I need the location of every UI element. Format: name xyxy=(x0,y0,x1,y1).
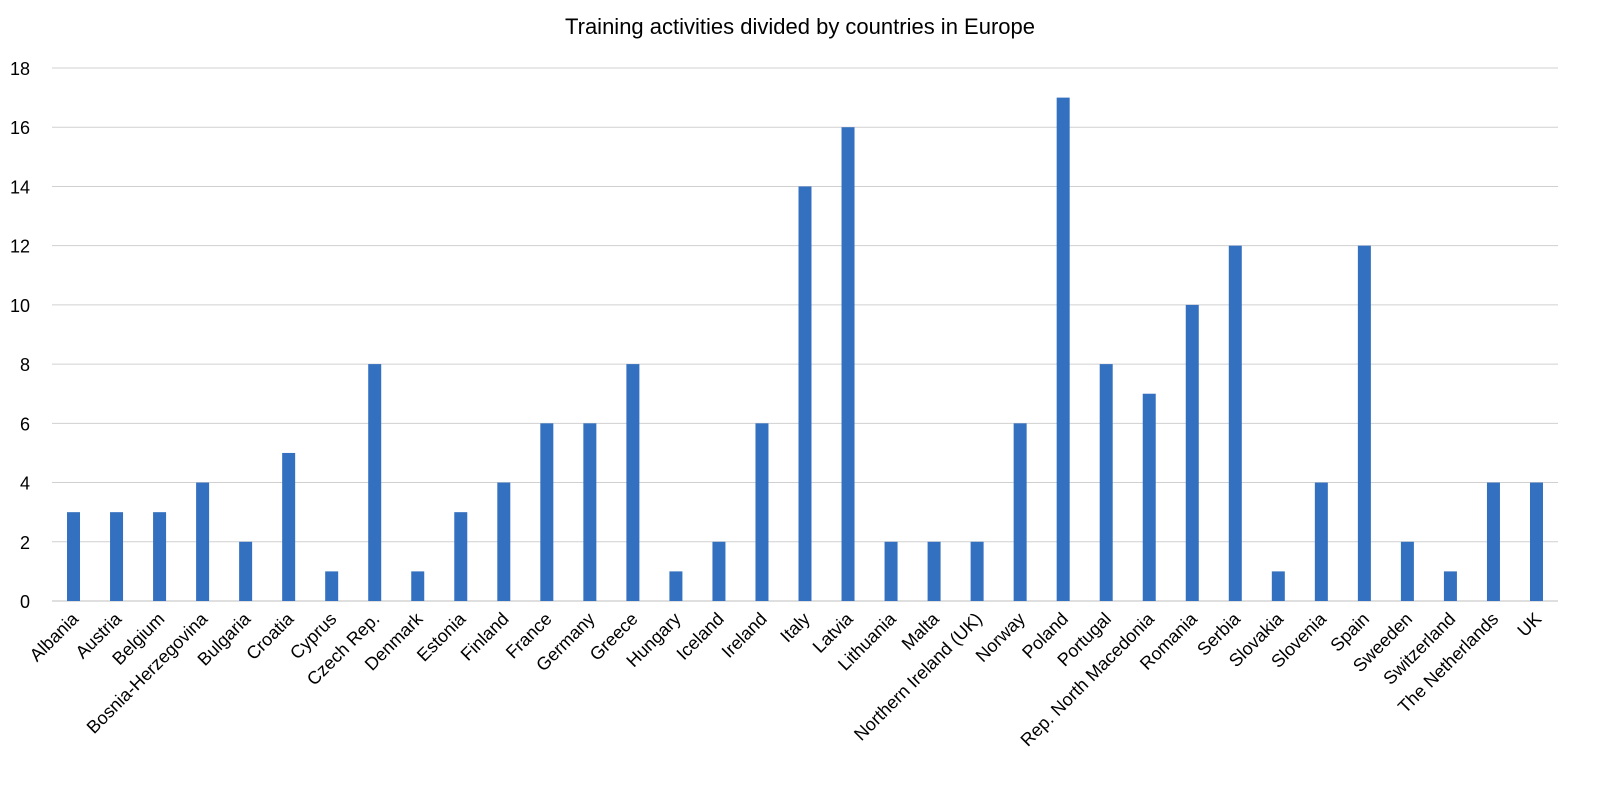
bar xyxy=(282,452,296,601)
chart-title: Training activities divided by countries… xyxy=(565,14,1035,39)
y-tick-label: 16 xyxy=(10,118,30,138)
bar xyxy=(110,512,124,601)
bar xyxy=(1271,571,1285,601)
bar xyxy=(626,364,640,601)
x-tick-label: Finland xyxy=(457,609,513,665)
x-tick-label: Iceland xyxy=(673,609,728,664)
bar xyxy=(1400,541,1414,601)
bar xyxy=(540,423,554,601)
bars xyxy=(67,97,1543,601)
bar xyxy=(798,186,812,601)
y-tick-label: 18 xyxy=(10,59,30,79)
bar xyxy=(583,423,597,601)
bar xyxy=(1228,245,1242,601)
bar xyxy=(196,482,210,601)
x-tick-label: Croatia xyxy=(242,608,298,664)
bar xyxy=(239,541,253,601)
y-tick-label: 4 xyxy=(20,474,30,494)
y-tick-label: 14 xyxy=(10,177,30,197)
bar xyxy=(1529,482,1543,601)
bar xyxy=(884,541,898,601)
bar xyxy=(1357,245,1371,601)
bar xyxy=(1099,364,1113,601)
y-tick-label: 12 xyxy=(10,237,30,257)
bar xyxy=(153,512,167,601)
bar xyxy=(368,364,382,601)
bar xyxy=(454,512,468,601)
x-tick-label: UK xyxy=(1513,609,1545,641)
y-tick-label: 8 xyxy=(20,355,30,375)
bar xyxy=(1486,482,1500,601)
bar xyxy=(1443,571,1457,601)
y-tick-label: 6 xyxy=(20,414,30,434)
bar xyxy=(669,571,683,601)
bar xyxy=(1056,97,1070,601)
bar xyxy=(712,541,726,601)
bar xyxy=(970,541,984,601)
bar xyxy=(1185,304,1199,601)
x-tick-label: Ireland xyxy=(718,609,771,662)
x-axis-labels: AlbaniaAustriaBelgiumBosnia-HerzegovinaB… xyxy=(26,608,1546,750)
bar xyxy=(1142,393,1156,601)
bar xyxy=(927,541,941,601)
bar xyxy=(325,571,339,601)
bar xyxy=(1013,423,1027,601)
bar xyxy=(497,482,511,601)
bar xyxy=(755,423,769,601)
bar xyxy=(1314,482,1328,601)
y-axis-ticks: 0 2 4 6 8 10 12 14 16 18 xyxy=(10,59,30,612)
y-tick-label: 10 xyxy=(10,296,30,316)
x-tick-label: Italy xyxy=(776,609,813,646)
bar xyxy=(67,512,81,601)
y-tick-label: 2 xyxy=(20,533,30,553)
bar xyxy=(841,127,855,601)
y-tick-label: 0 xyxy=(20,592,30,612)
bar xyxy=(411,571,425,601)
x-tick-label: Albania xyxy=(26,608,83,665)
